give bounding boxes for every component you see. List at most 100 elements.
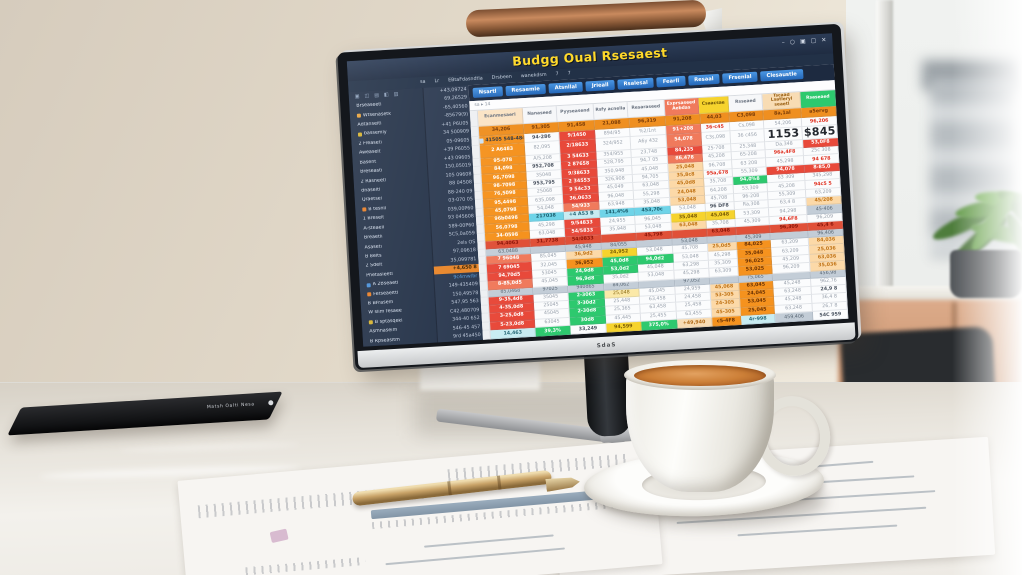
ribbon-tab[interactable]: Nsartl bbox=[472, 86, 503, 99]
sheet-panel: Nsartl Resaemle Atsnllal Jrieall Rsalesal Fea… bbox=[468, 64, 849, 340]
ribbon-tab[interactable]: Jrieall bbox=[585, 79, 615, 92]
column-header-cell[interactable]: Csaacsae bbox=[698, 96, 730, 115]
monitor-stand-neck bbox=[583, 348, 633, 438]
sidebar-item-label: A 2Bseaetl bbox=[372, 280, 399, 288]
item-icon bbox=[368, 320, 373, 325]
menu-item[interactable]: Lr bbox=[434, 78, 440, 85]
ribbon-tab[interactable]: Resaemle bbox=[505, 83, 547, 97]
value-text: +43 09605 bbox=[443, 155, 471, 162]
sheet-cell[interactable]: 39,3% bbox=[535, 325, 571, 337]
sidebar-toolbar-icon[interactable]: ◫ bbox=[364, 93, 370, 100]
left-panels: ▣ ◫ ▤ ◧ ▥ Brseaseetl Wtsenasetk Adtanseltl bass… bbox=[348, 85, 485, 347]
item-icon bbox=[362, 207, 367, 212]
sidebar-toolbar-icon[interactable]: ▤ bbox=[374, 92, 380, 99]
sidebar-item-label: 1 Breselt bbox=[362, 215, 385, 222]
sidebar-item-label: B sptasqekl bbox=[374, 318, 403, 325]
sidebar-toolbar-icon[interactable]: ▥ bbox=[393, 91, 399, 98]
sidebar-item-label: Basent bbox=[359, 159, 377, 166]
item-icon bbox=[357, 132, 363, 137]
ribbon-tab[interactable]: Frsenlal bbox=[722, 71, 758, 84]
sidebar-toolbar-icon[interactable]: ◧ bbox=[383, 91, 389, 99]
desk-shelf bbox=[420, 362, 540, 390]
menu-item[interactable]: sa bbox=[419, 79, 426, 86]
ribbon-tab[interactable]: Atsnllal bbox=[548, 81, 584, 94]
sidebar-item-label: A-steaell bbox=[363, 225, 385, 232]
window-control-glyph[interactable]: ▣ bbox=[799, 37, 806, 46]
sidebar-item-label: Brseaseetl bbox=[356, 102, 382, 109]
value-text: +39 P6055 bbox=[443, 146, 471, 154]
value-text: 589-00P60 bbox=[448, 222, 475, 230]
sidebar-item-label: dnaseltl bbox=[361, 187, 381, 194]
sheet-cell[interactable]: 54C 959 bbox=[813, 309, 849, 321]
app-body: ▣ ◫ ▤ ◧ ▥ Brseaseetl Wtsenasetk Adtanseltl bass… bbox=[348, 64, 849, 347]
menu-item[interactable]: EBtaFdasndtla bbox=[448, 76, 483, 84]
value-text: 03-070 05 bbox=[448, 197, 474, 204]
paper-stamp bbox=[269, 528, 289, 544]
value-text: -65,40560 bbox=[442, 104, 468, 111]
window-control-glyph[interactable]: ✕ bbox=[821, 36, 827, 44]
sidebar-tree: Brseaseetl Wtsenasetk Adtanseltl bassemly 2 … bbox=[349, 98, 437, 347]
value-text: C42,480709 bbox=[449, 307, 480, 315]
value-text: 9rd 45a450 bbox=[452, 333, 481, 340]
value-text: 88-240 09 bbox=[447, 188, 473, 196]
value-text: 9c4mw/br bbox=[453, 273, 478, 281]
item-icon bbox=[356, 113, 362, 118]
value-text: 344-40 652 bbox=[452, 316, 480, 323]
coffee-cup bbox=[626, 370, 774, 492]
sidebar-item-label: B Rpseasltm bbox=[369, 337, 401, 345]
values-row[interactable]: 9rd 45a450 bbox=[438, 331, 484, 342]
ribbon-tab[interactable]: Fearll bbox=[656, 75, 686, 88]
sidebar-item-label: B 8elts bbox=[364, 253, 382, 260]
window-mullion bbox=[876, 0, 893, 302]
menu-item[interactable]: 7 bbox=[555, 72, 559, 78]
value-text: 150,49578 bbox=[452, 290, 479, 298]
monitor: Budgg Oual Rsesaest – ○ ▣ ▢ ✕ sa Lr EBtaFdasnd… bbox=[337, 23, 859, 371]
value-text: +4,650 8 bbox=[452, 265, 478, 272]
value-text: 546-45 457 bbox=[452, 324, 481, 332]
sheet-cell[interactable]: 459,406 bbox=[775, 311, 814, 324]
value-text: 34 500909 bbox=[442, 129, 470, 137]
sidebar-item-label: 2 Rasneetl bbox=[360, 177, 387, 185]
ribbon-tab[interactable]: Resaal bbox=[687, 73, 720, 86]
sheet-cell[interactable]: c5-4F8 bbox=[711, 315, 742, 327]
monitor-screen: Budgg Oual Rsesaest – ○ ▣ ▢ ✕ sa Lr EBtaFdasnd… bbox=[346, 33, 849, 347]
sidebar-item-label: Fetseaelttl bbox=[373, 290, 399, 297]
sidebar-item-label: Breseasti bbox=[360, 168, 383, 175]
ribbon-tab[interactable]: Rsalesal bbox=[617, 77, 655, 90]
menu-item[interactable]: wanekdsm bbox=[520, 72, 547, 80]
notebook-clasp bbox=[268, 400, 274, 406]
value-text: -85679(9) bbox=[444, 112, 469, 119]
sidebar-item-label: Wtsenasetk bbox=[362, 111, 392, 119]
sheet-cell[interactable]: 33,249 bbox=[570, 323, 607, 335]
value-text: +41 P6U05 bbox=[441, 121, 469, 128]
sidebar-item-label: bassemly bbox=[363, 130, 387, 137]
ribbon-tab[interactable]: Clesaustle bbox=[760, 69, 804, 82]
sheet-cell[interactable]: +49,940 bbox=[677, 317, 713, 329]
value-text: +43,09724 bbox=[439, 87, 467, 94]
menu-item[interactable]: 7 bbox=[567, 71, 571, 77]
window-control-glyph[interactable]: ○ bbox=[789, 38, 796, 46]
value-text: 88 04508 bbox=[448, 180, 473, 187]
value-text: 93 045608 bbox=[447, 214, 475, 221]
value-text: 69,26529 bbox=[444, 95, 468, 102]
sheet-cell[interactable]: 375,0% bbox=[640, 319, 678, 331]
value-text: 35,099781 bbox=[450, 256, 477, 264]
value-text: 5C5,0a059 bbox=[448, 231, 476, 238]
sidebar-item-label: Phetasleetl bbox=[366, 271, 393, 279]
window-control-glyph[interactable]: – bbox=[781, 38, 785, 47]
sidebar-item-label: Asmnaseim bbox=[369, 328, 398, 335]
item-icon bbox=[366, 282, 371, 288]
value-text: 150,05019 bbox=[444, 163, 472, 170]
spreadsheet-grid: Ecanmesaerl Nanaseed Pyyseasend Rsfy acneli… bbox=[469, 90, 849, 340]
value-text: 105 09608 bbox=[445, 171, 472, 179]
sidebar-item-label: 2 Freaseti bbox=[358, 140, 383, 147]
sidebar-toolbar-icon[interactable]: ▣ bbox=[354, 93, 360, 100]
window-control-glyph[interactable]: ▢ bbox=[810, 37, 817, 45]
sheet-cell[interactable]: 94,599 bbox=[606, 321, 642, 333]
sheet-cell[interactable]: 4r-998 bbox=[740, 313, 776, 326]
sidebar-item-label: B tesnll bbox=[368, 206, 387, 213]
menu-item[interactable]: Drsbeen bbox=[491, 74, 512, 81]
sheet-cell[interactable]: 14,463 bbox=[490, 327, 537, 340]
value-text: 05-09605 bbox=[446, 138, 470, 145]
